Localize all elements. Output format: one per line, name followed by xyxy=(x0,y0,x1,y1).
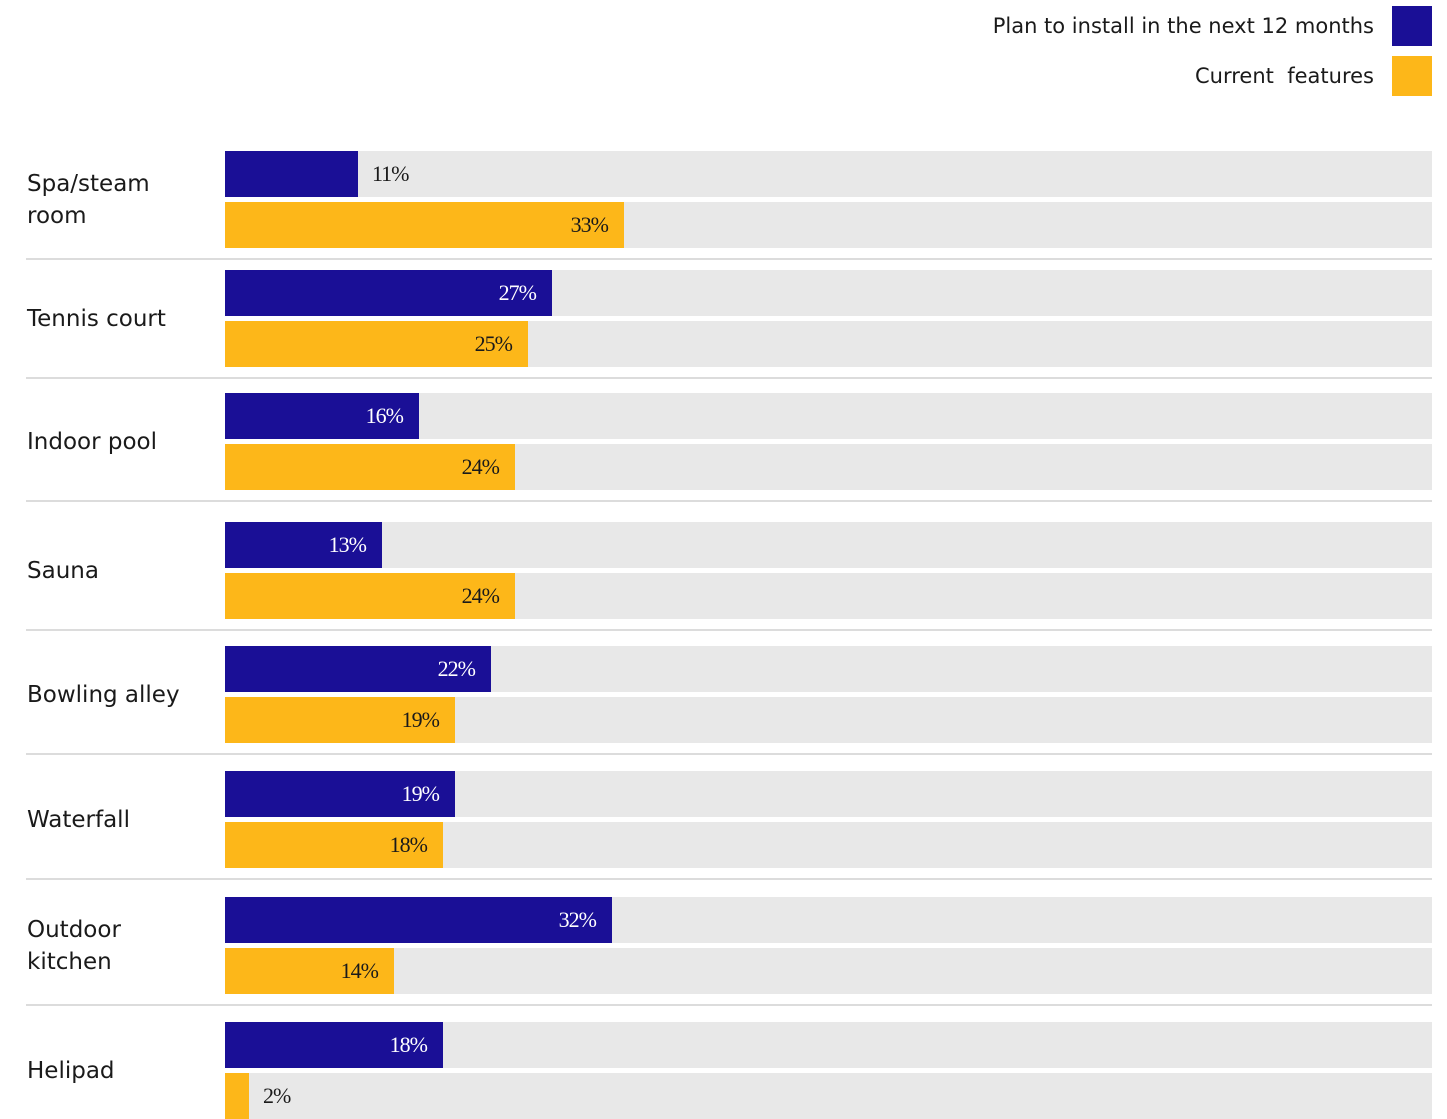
bar-track-plan-spa-steam-room: 11% xyxy=(225,151,1432,197)
value-label-plan-outdoor-kitchen: 32% xyxy=(558,907,597,932)
bar-current-sauna xyxy=(225,573,515,619)
legend-item-current: Current features xyxy=(1195,56,1432,96)
bar-plan-spa-steam-room xyxy=(225,151,358,197)
bar-current-indoor-pool xyxy=(225,444,515,490)
legend-item-plan: Plan to install in the next 12 months xyxy=(993,6,1432,46)
bar-track-plan-bowling-alley: 22% xyxy=(225,646,1432,692)
value-label-plan-indoor-pool: 16% xyxy=(365,403,404,428)
category-label-outdoor-kitchen: Outdoor kitchen xyxy=(27,916,121,975)
legend-label-plan: Plan to install in the next 12 months xyxy=(992,14,1374,38)
bar-track-current-tennis-court: 25% xyxy=(225,321,1432,367)
bar-plan-tennis-court xyxy=(225,270,552,316)
value-label-plan-helipad: 18% xyxy=(389,1032,428,1057)
value-label-plan-tennis-court: 27% xyxy=(498,280,537,305)
value-label-plan-waterfall: 19% xyxy=(401,781,440,806)
value-label-current-bowling-alley: 19% xyxy=(401,707,440,732)
value-label-current-waterfall: 18% xyxy=(389,832,428,857)
category-label-helipad: Helipad xyxy=(27,1057,115,1084)
value-label-current-sauna: 24% xyxy=(461,583,500,608)
value-label-current-outdoor-kitchen: 14% xyxy=(340,958,379,983)
bar-track-plan-tennis-court: 27% xyxy=(225,270,1432,316)
category-label-sauna: Sauna xyxy=(27,557,99,584)
category-label-tennis-court: Tennis court xyxy=(27,305,166,332)
bar-current-spa-steam-room xyxy=(225,202,624,248)
legend-label-current: Current features xyxy=(1195,64,1374,88)
bar-current-waterfall xyxy=(225,822,443,868)
row-divider xyxy=(26,377,1432,379)
bar-current-outdoor-kitchen xyxy=(225,948,394,994)
bar-current-helipad xyxy=(225,1073,249,1119)
bar-current-bowling-alley xyxy=(225,697,455,743)
bar-track-plan-outdoor-kitchen: 32% xyxy=(225,897,1432,943)
bar-track-current-waterfall: 18% xyxy=(225,822,1432,868)
value-label-plan-spa-steam-room: 11% xyxy=(372,161,410,186)
bar-track-plan-indoor-pool: 16% xyxy=(225,393,1432,439)
bar-plan-waterfall xyxy=(225,771,455,817)
bar-track-plan-waterfall: 19% xyxy=(225,771,1432,817)
value-label-current-indoor-pool: 24% xyxy=(461,454,500,479)
bar-plan-sauna xyxy=(225,522,382,568)
bar-plan-bowling-alley xyxy=(225,646,491,692)
bar-current-tennis-court xyxy=(225,321,528,367)
bar-track-current-bowling-alley: 19% xyxy=(225,697,1432,743)
bar-track-plan-sauna: 13% xyxy=(225,522,1432,568)
legend-swatch-current xyxy=(1392,56,1432,96)
bar-track-current-helipad: 2% xyxy=(225,1073,1432,1119)
value-label-plan-sauna: 13% xyxy=(328,532,367,557)
row-divider xyxy=(26,629,1432,631)
row-divider xyxy=(26,878,1432,880)
row-divider xyxy=(26,258,1432,260)
value-label-current-spa-steam-room: 33% xyxy=(570,212,609,237)
row-divider xyxy=(26,753,1432,755)
bar-plan-outdoor-kitchen xyxy=(225,897,612,943)
row-divider xyxy=(26,1004,1432,1006)
bar-plan-indoor-pool xyxy=(225,393,419,439)
category-label-bowling-alley: Bowling alley xyxy=(27,681,180,708)
category-label-spa-steam-room: Spa/steam room xyxy=(27,170,150,229)
bar-track-current-sauna: 24% xyxy=(225,573,1432,619)
category-label-indoor-pool: Indoor pool xyxy=(27,428,158,455)
bar-track-current-indoor-pool: 24% xyxy=(225,444,1432,490)
row-divider xyxy=(26,500,1432,502)
legend-swatch-plan xyxy=(1392,6,1432,46)
bar-track-current-spa-steam-room: 33% xyxy=(225,202,1432,248)
bar-track-current-outdoor-kitchen: 14% xyxy=(225,948,1432,994)
value-label-plan-bowling-alley: 22% xyxy=(437,656,476,681)
bar-track-plan-helipad: 18% xyxy=(225,1022,1432,1068)
category-label-waterfall: Waterfall xyxy=(27,806,130,833)
value-label-current-helipad: 2% xyxy=(263,1083,291,1108)
bar-plan-helipad xyxy=(225,1022,443,1068)
value-label-current-tennis-court: 25% xyxy=(474,331,513,356)
